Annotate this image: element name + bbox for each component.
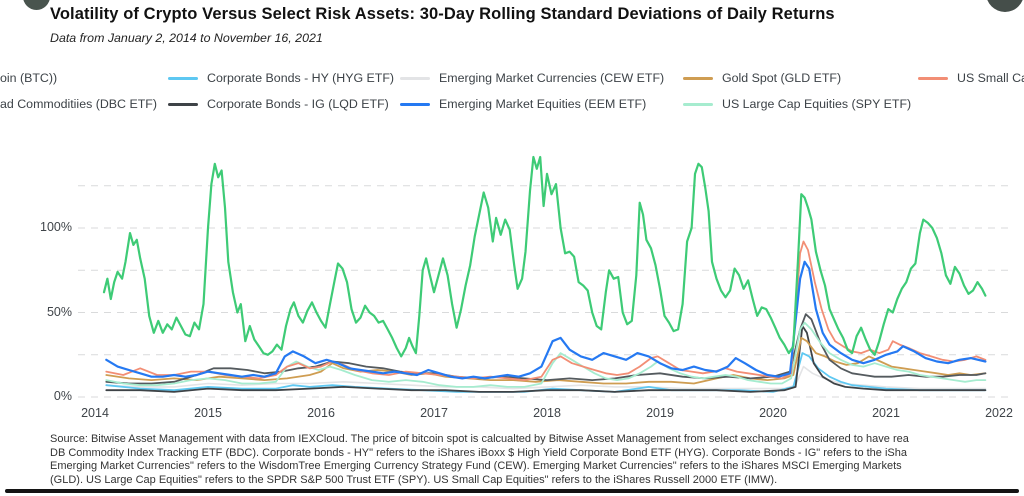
footnote-line-1: Source: Bitwise Asset Management with da…	[50, 433, 909, 445]
x-axis-label-2016: 2016	[307, 406, 335, 420]
y-axis-label-0: 0%	[53, 389, 72, 403]
legend-item-dbc: ad Commoditiies (DBC ETF)	[0, 97, 157, 111]
legend-item-lqd: Corporate Bonds - IG (LQD ETF)	[168, 97, 389, 111]
x-axis-label-2015: 2015	[194, 406, 222, 420]
legend-label-bitcoin: oin (BTC))	[0, 71, 58, 85]
legend-item-iwm: US Small Cap E	[918, 71, 1024, 85]
legend-item-eem: Emerging Market Equities (EEM ETF)	[400, 97, 646, 111]
series-line-iwm	[105, 240, 987, 382]
footnote-line-4: (GLD). US Large Cap Equities" refers to …	[50, 473, 778, 486]
page-subtitle: Data from January 2, 2014 to November 16…	[50, 31, 323, 45]
legend-label-spy: US Large Cap Equities (SPY ETF)	[722, 97, 912, 111]
x-axis-label-2018: 2018	[533, 406, 561, 420]
legend-swatch-gld	[683, 76, 713, 80]
legend-label-cew: Emerging Market Currencies (CEW ETF)	[439, 71, 665, 85]
legend-item-hyg: Corporate Bonds - HY (HYG ETF)	[168, 71, 394, 85]
x-axis-label-2017: 2017	[420, 406, 448, 420]
y-axis-label-50: 50%	[46, 304, 72, 319]
legend-item-gld: Gold Spot (GLD ETF)	[683, 71, 841, 85]
series-line-dbc	[105, 313, 987, 385]
legend-swatch-iwm	[918, 76, 948, 80]
legend-swatch-lqd	[168, 102, 198, 106]
x-axis-label-2020: 2020	[759, 406, 787, 420]
x-axis-label-2022: 2022	[985, 406, 1013, 420]
legend-swatch-spy	[683, 102, 713, 106]
legend-label-dbc: ad Commoditiies (DBC ETF)	[0, 97, 157, 111]
legend-item-bitcoin: oin (BTC))	[0, 71, 57, 85]
legend-label-gld: Gold Spot (GLD ETF)	[722, 71, 842, 85]
top-right-partial-circle	[986, 0, 1024, 12]
bottom-border-bar	[5, 489, 1019, 493]
x-axis-label-2014: 2014	[81, 406, 109, 420]
series-line-lqd	[105, 325, 987, 393]
legend-label-eem: Emerging Market Equities (EEM ETF)	[439, 97, 647, 111]
top-left-partial-circle	[23, 0, 50, 10]
source-footnote: Source: Bitwise Asset Management with da…	[50, 433, 909, 487]
x-axis-label-2019: 2019	[646, 406, 674, 420]
legend-label-hyg: Corporate Bonds - HY (HYG ETF)	[207, 71, 395, 85]
y-axis-label-100: 100%	[40, 220, 72, 234]
series-line-cew	[105, 365, 987, 390]
legend-item-spy: US Large Cap Equities (SPY ETF)	[683, 97, 911, 111]
page-title: Volatility of Crypto Versus Select Risk …	[50, 5, 835, 23]
legend-item-cew: Emerging Market Currencies (CEW ETF)	[400, 71, 664, 85]
legend-swatch-cew	[400, 76, 430, 80]
series-line-btc	[102, 155, 987, 358]
legend-label-lqd: Corporate Bonds - IG (LQD ETF)	[207, 97, 389, 111]
series-line-gld	[105, 336, 987, 385]
legend-swatch-eem	[400, 102, 430, 106]
footnote-line-2: DB Commodity Index Tracking ETF (BDC). C…	[50, 446, 907, 459]
footnote-line-3: Emerging Market Currencies" refers to th…	[50, 460, 902, 473]
legend-swatch-hyg	[168, 76, 198, 80]
series-line-spy	[105, 321, 987, 388]
x-axis-label-2021: 2021	[872, 406, 900, 420]
series-line-eem	[105, 260, 987, 380]
legend-label-iwm: US Small Cap E	[957, 71, 1024, 85]
